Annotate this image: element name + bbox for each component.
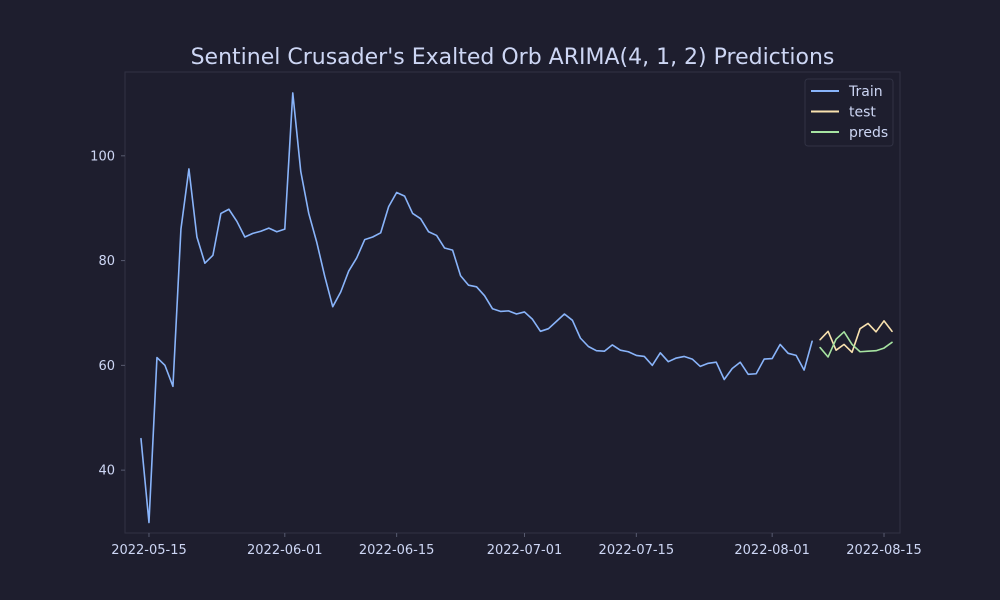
x-tick-label: 2022-06-15 bbox=[359, 543, 435, 558]
x-tick-label: 2022-08-15 bbox=[846, 543, 922, 558]
series-line-preds bbox=[819, 331, 893, 358]
y-tick-label: 40 bbox=[98, 464, 115, 479]
legend-box bbox=[804, 78, 894, 147]
y-tick-label: 80 bbox=[98, 254, 115, 269]
x-tick-label: 2022-07-15 bbox=[599, 543, 675, 558]
x-axis: 2022-05-15 2022-06-01 2022-06-15 2022-07-01… bbox=[111, 533, 922, 558]
legend: Train test preds bbox=[804, 78, 894, 147]
x-tick-label: 2022-06-01 bbox=[247, 543, 323, 558]
legend-label: preds bbox=[849, 125, 888, 141]
x-tick-label: 2022-07-01 bbox=[487, 543, 563, 558]
x-tick-label: 2022-05-15 bbox=[111, 543, 187, 558]
series-line-train bbox=[140, 92, 813, 524]
series-layer bbox=[140, 92, 893, 524]
x-tick-label: 2022-08-01 bbox=[734, 543, 810, 558]
legend-label: test bbox=[849, 105, 876, 121]
legend-label: Train bbox=[848, 84, 883, 100]
chart-title: Sentinel Crusader's Exalted Orb ARIMA(4,… bbox=[191, 45, 835, 70]
plot-area bbox=[124, 71, 901, 534]
y-tick-label: 100 bbox=[90, 149, 115, 164]
y-axis: 40 60 80 100 bbox=[90, 149, 125, 479]
y-tick-label: 60 bbox=[98, 359, 115, 374]
series-line-test bbox=[819, 320, 893, 354]
